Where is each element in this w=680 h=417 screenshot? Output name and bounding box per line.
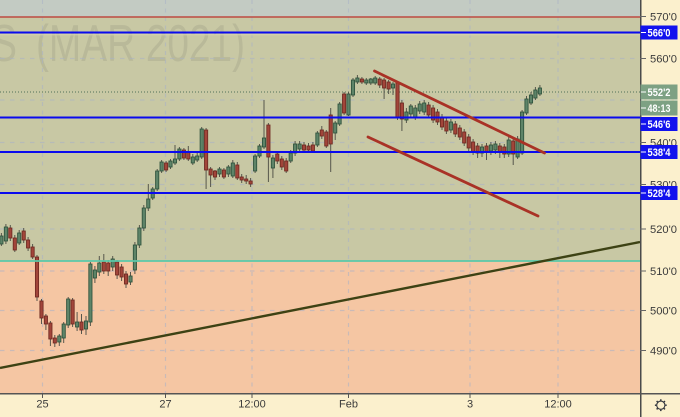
svg-text:528'4: 528'4 bbox=[648, 188, 672, 200]
svg-text:27: 27 bbox=[159, 399, 171, 411]
svg-text:566'0: 566'0 bbox=[648, 28, 671, 40]
svg-text:12:00: 12:00 bbox=[544, 399, 572, 411]
svg-text:538'4: 538'4 bbox=[648, 147, 672, 159]
svg-text:490'0: 490'0 bbox=[650, 346, 677, 358]
svg-text:25: 25 bbox=[36, 399, 48, 411]
svg-text:48:13: 48:13 bbox=[648, 103, 671, 115]
svg-text:510'0: 510'0 bbox=[650, 266, 677, 278]
svg-text:(MAR 2021): (MAR 2021) bbox=[36, 15, 245, 73]
svg-text:560'0: 560'0 bbox=[650, 54, 677, 66]
svg-text:500'0: 500'0 bbox=[650, 306, 677, 318]
svg-text:12:00: 12:00 bbox=[238, 399, 266, 411]
svg-text:546'6: 546'6 bbox=[648, 119, 671, 131]
svg-text:Feb: Feb bbox=[339, 399, 358, 411]
svg-text:520'0: 520'0 bbox=[650, 224, 677, 236]
svg-text:S: S bbox=[0, 15, 17, 73]
svg-text:552'2: 552'2 bbox=[648, 87, 671, 99]
svg-text:570'0: 570'0 bbox=[650, 12, 677, 24]
svg-text:3: 3 bbox=[467, 399, 473, 411]
